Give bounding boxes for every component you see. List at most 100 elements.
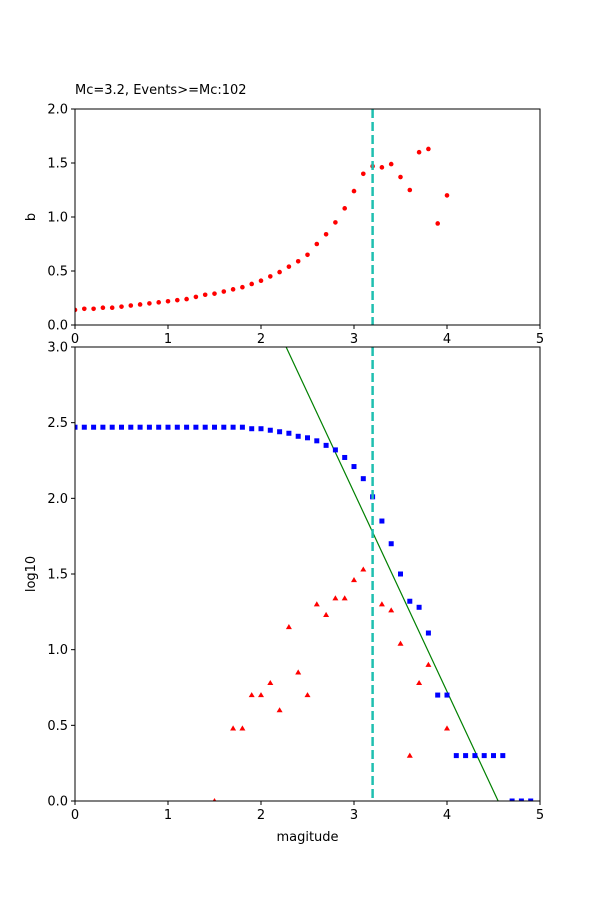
x-tick-label: 2 (257, 332, 265, 347)
y-tick-label: 2.5 (47, 416, 68, 431)
y-tick-label: 2.0 (47, 492, 68, 507)
data-point-square (249, 426, 255, 432)
data-point-square (323, 442, 329, 448)
y-tick-label: 1.0 (47, 211, 68, 226)
data-point-circle (435, 221, 441, 226)
data-point-square (314, 438, 320, 444)
data-point-triangle (416, 679, 423, 686)
y-tick-label: 0.5 (47, 719, 68, 734)
data-point-square (174, 424, 180, 430)
data-point-square (444, 692, 450, 698)
data-point-square (119, 424, 124, 430)
data-point-square (528, 798, 534, 801)
data-point-square (109, 424, 115, 430)
top-plot-area (75, 109, 450, 325)
x-tick-label: 3 (350, 332, 358, 347)
data-point-circle (333, 220, 338, 225)
data-point-circle (175, 297, 180, 303)
data-point-circle (165, 298, 171, 304)
data-point-triangle (332, 595, 339, 601)
data-point-circle (398, 174, 403, 180)
x-tick-label: 1 (164, 808, 172, 823)
data-point-square (221, 424, 227, 430)
data-point-circle (75, 307, 78, 313)
data-point-circle (314, 241, 320, 247)
data-point-square (425, 630, 431, 636)
data-point-circle (323, 231, 329, 237)
x-tick-label: 5 (536, 808, 544, 823)
top-axis-ticks: 0 1 2 3 4 5 0.0 0.5 1.0 1.5 2.0 (47, 103, 544, 348)
data-point-square (398, 571, 403, 577)
data-point-square (258, 426, 264, 432)
data-point-circle (351, 188, 357, 194)
data-point-triangle (212, 798, 217, 801)
data-point-circle (407, 187, 413, 193)
data-point-circle (379, 165, 385, 170)
y-tick-label: 1.0 (47, 643, 68, 658)
data-point-circle (82, 306, 87, 312)
data-point-circle (361, 171, 366, 177)
top-chart-title: Mc=3.2, Events>=Mc:102 (75, 83, 247, 98)
data-point-triangle (388, 607, 395, 613)
bottom-plot-area (75, 347, 534, 801)
x-tick-label: 3 (350, 808, 358, 823)
bottom-x-axis-label: magitude (276, 830, 338, 845)
data-point-square (305, 435, 310, 441)
data-point-square (230, 424, 236, 430)
fit-line (285, 347, 499, 801)
y-tick-label: 1.5 (47, 568, 68, 583)
top-axes-frame (74, 108, 541, 326)
frequency-magnitude-panel: log10 magitude 0 1 2 3 4 5 0.0 0.5 1.0 1.5 2.0 2.5 3… (24, 341, 544, 846)
data-point-square (472, 753, 478, 759)
data-point-square (407, 598, 413, 604)
data-point-triangle (258, 692, 264, 698)
x-tick-label: 0 (71, 332, 79, 347)
data-point-triangle (360, 566, 367, 572)
x-tick-label: 0 (71, 808, 79, 823)
data-point-square (75, 424, 78, 430)
data-point-square (500, 753, 506, 759)
data-point-square (491, 753, 496, 759)
data-point-square (388, 541, 394, 547)
data-point-circle (100, 305, 106, 311)
data-point-circle (193, 294, 199, 300)
x-tick-label: 4 (443, 332, 451, 347)
data-point-circle (416, 149, 422, 155)
data-point-triangle (378, 601, 385, 607)
x-tick-label: 4 (443, 808, 451, 823)
data-point-square (165, 424, 171, 430)
data-point-triangle (304, 692, 311, 698)
data-point-circle (156, 300, 161, 305)
data-point-triangle (323, 611, 330, 617)
y-tick-label: 0.0 (47, 319, 68, 334)
data-point-square (137, 424, 143, 430)
bottom-axis-ticks: 0 1 2 3 4 5 0.0 0.5 1.0 1.5 2.0 2.5 3.0 (47, 341, 544, 824)
data-point-circle (388, 161, 394, 167)
data-point-square (416, 604, 422, 610)
data-point-square (509, 798, 515, 801)
data-point-circle (426, 146, 431, 152)
data-point-square (360, 476, 366, 482)
data-point-triangle (397, 640, 404, 646)
y-tick-label: 1.5 (47, 157, 68, 172)
data-point-triangle (406, 752, 413, 758)
b-value-panel: Mc=3.2, Events>=Mc:102 b 0 1 2 3 4 5 0.0 0.5 1.0… (24, 83, 544, 347)
data-point-square (435, 692, 441, 698)
y-tick-label: 2.0 (47, 103, 68, 118)
data-point-circle (342, 206, 348, 211)
data-point-circle (202, 292, 208, 298)
x-tick-label: 5 (536, 332, 544, 347)
bottom-y-axis-label: log10 (24, 556, 39, 592)
data-point-square (463, 753, 469, 759)
top-y-axis-label: b (24, 213, 39, 221)
data-point-circle (137, 302, 143, 307)
data-point-triangle (230, 725, 237, 731)
data-point-circle (128, 303, 134, 308)
x-tick-label: 2 (257, 808, 265, 823)
data-point-square (295, 433, 301, 439)
data-point-triangle (239, 725, 246, 731)
data-point-square (202, 424, 208, 430)
data-point-square (481, 753, 487, 759)
bottom-axes-frame (74, 346, 541, 802)
